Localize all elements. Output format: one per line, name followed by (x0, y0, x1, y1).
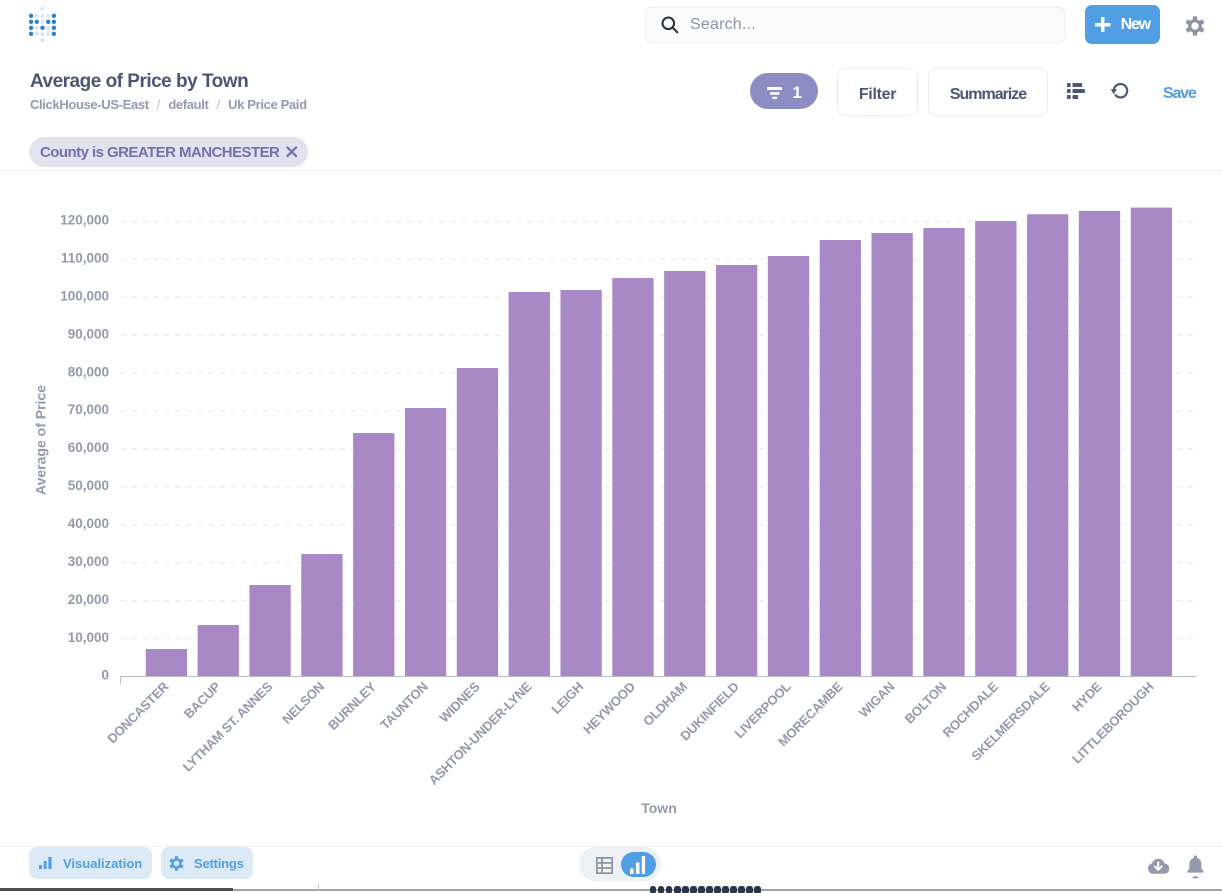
svg-text:20,000: 20,000 (68, 592, 109, 607)
svg-text:70,000: 70,000 (68, 402, 109, 417)
svg-text:90,000: 90,000 (68, 326, 109, 341)
svg-text:120,000: 120,000 (60, 213, 109, 228)
svg-text:BACUP: BACUP (181, 679, 224, 722)
svg-text:BOLTON: BOLTON (902, 679, 950, 727)
svg-text:TAUNTON: TAUNTON (377, 679, 430, 732)
svg-text:50,000: 50,000 (68, 478, 109, 493)
svg-text:WIGAN: WIGAN (856, 679, 897, 720)
svg-text:DONCASTER: DONCASTER (104, 678, 172, 746)
svg-text:0: 0 (101, 668, 109, 683)
svg-text:60,000: 60,000 (68, 440, 109, 455)
svg-text:WIDNES: WIDNES (436, 679, 483, 726)
svg-text:HYDE: HYDE (1069, 679, 1105, 715)
svg-text:10,000: 10,000 (68, 630, 109, 645)
svg-text:110,000: 110,000 (61, 251, 109, 266)
svg-text:Town: Town (641, 800, 677, 816)
svg-text:LEIGH: LEIGH (548, 679, 586, 717)
svg-text:30,000: 30,000 (68, 554, 109, 569)
svg-text:Average of Price: Average of Price (33, 385, 49, 495)
svg-text:40,000: 40,000 (68, 516, 109, 531)
svg-text:ASHTON-UNDER-LYNE: ASHTON-UNDER-LYNE (426, 679, 535, 788)
svg-text:HEYWOOD: HEYWOOD (580, 679, 638, 737)
svg-text:BURNLEY: BURNLEY (325, 679, 379, 733)
svg-text:NELSON: NELSON (279, 679, 327, 727)
svg-text:LYTHAM ST. ANNES: LYTHAM ST. ANNES (180, 679, 276, 775)
svg-text:OLDHAM: OLDHAM (640, 679, 690, 729)
svg-text:80,000: 80,000 (68, 364, 109, 379)
svg-text:100,000: 100,000 (60, 288, 109, 303)
